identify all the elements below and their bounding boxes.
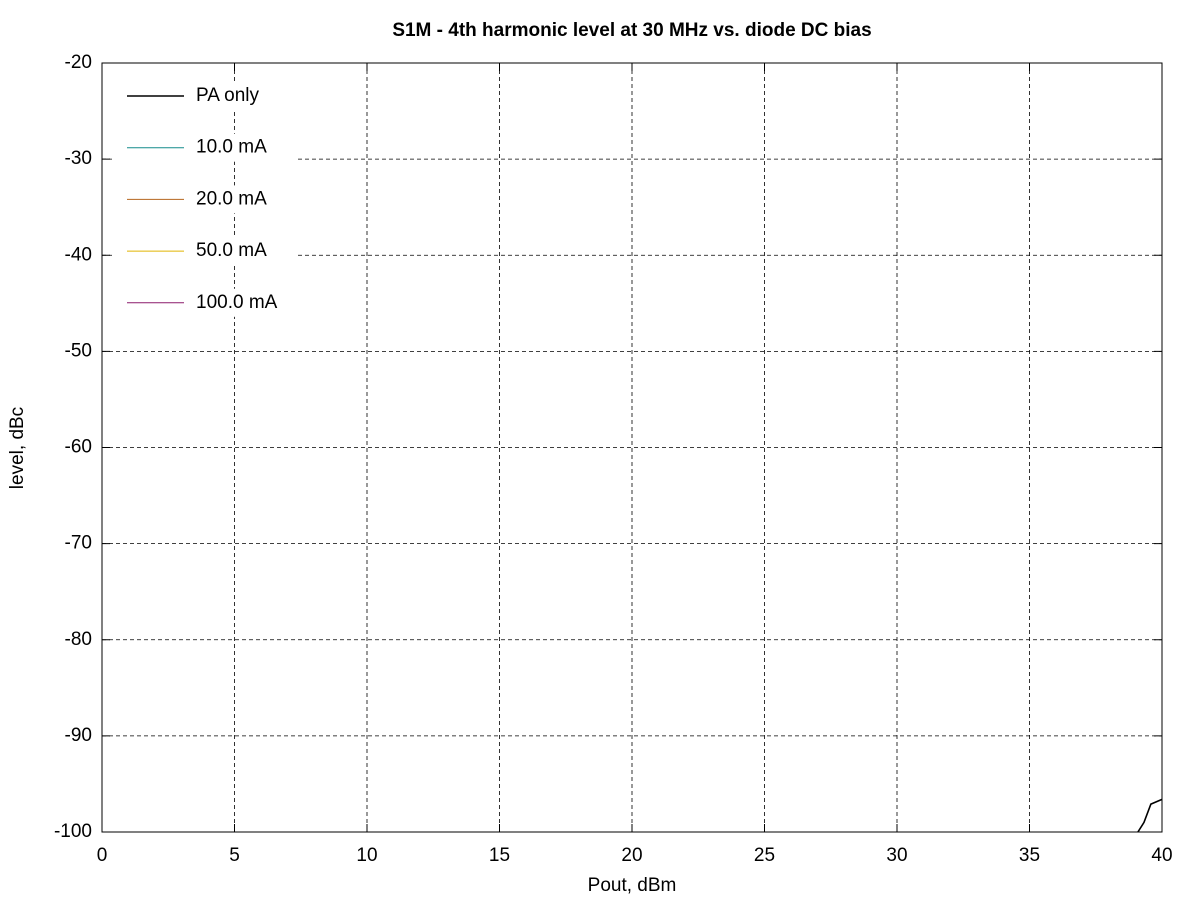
legend-label: 20.0 mA bbox=[196, 188, 267, 209]
y-tick-label: -90 bbox=[65, 725, 92, 746]
x-tick-label: 40 bbox=[1151, 845, 1172, 866]
y-tick-label: -30 bbox=[65, 148, 92, 169]
plot-frame bbox=[101, 62, 1163, 833]
series-line bbox=[1137, 798, 1162, 832]
y-tick-label: -60 bbox=[65, 437, 92, 458]
legend-label: 50.0 mA bbox=[196, 240, 267, 261]
x-tick-label: 30 bbox=[886, 845, 907, 866]
chart-title: S1M - 4th harmonic level at 30 MHz vs. d… bbox=[392, 20, 871, 41]
y-tick-label: -70 bbox=[65, 533, 92, 554]
x-axis-label: Pout, dBm bbox=[588, 875, 677, 896]
x-tick-label: 0 bbox=[97, 845, 108, 866]
x-tick-label: 35 bbox=[1019, 845, 1040, 866]
y-tick-label: -80 bbox=[65, 629, 92, 650]
y-tick-label: -20 bbox=[65, 52, 92, 73]
x-tick-label: 25 bbox=[754, 845, 775, 866]
x-tick-label: 5 bbox=[229, 845, 240, 866]
y-axis-label: level, dBc bbox=[7, 407, 28, 489]
legend-label: 100.0 mA bbox=[196, 292, 278, 313]
legend-label: PA only bbox=[196, 85, 260, 106]
legend-label: 10.0 mA bbox=[196, 137, 267, 158]
x-tick-label: 10 bbox=[356, 845, 377, 866]
x-tick-label: 20 bbox=[621, 845, 642, 866]
x-tick-label: 15 bbox=[489, 845, 510, 866]
y-tick-label: -100 bbox=[54, 821, 92, 842]
y-tick-label: -40 bbox=[65, 244, 92, 265]
y-tick-label: -50 bbox=[65, 340, 92, 361]
